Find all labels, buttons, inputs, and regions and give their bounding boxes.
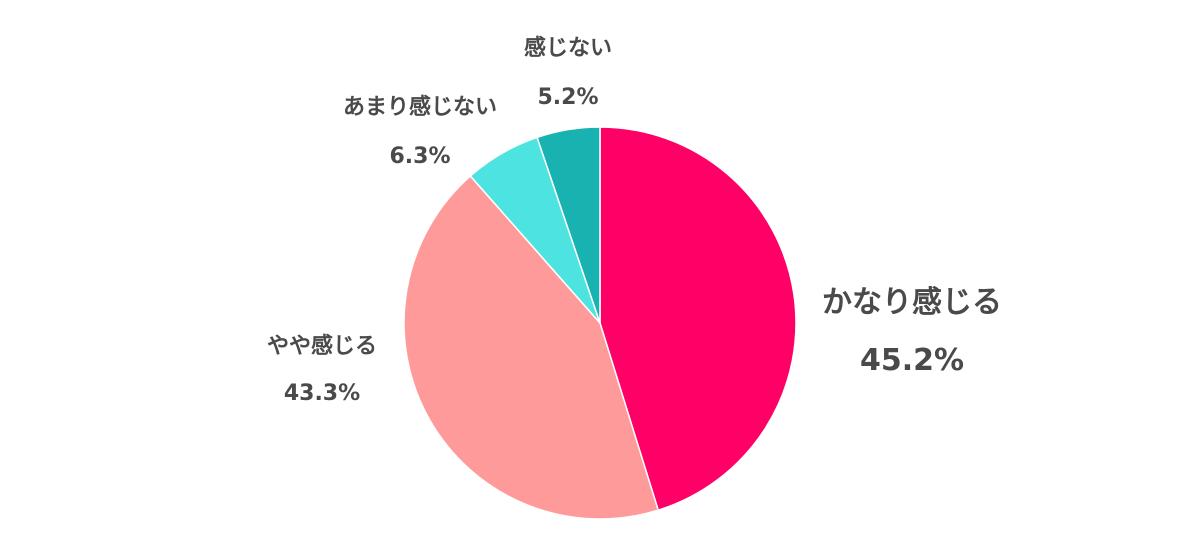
slice-label-yaya: やや感じる bbox=[267, 333, 377, 359]
pie-labels: かなり感じる 45.2% やや感じる 43.3% あまり感じない 6.3% 感じ… bbox=[267, 35, 1002, 406]
slice-label-kanjinai: 感じない bbox=[524, 35, 612, 61]
slice-value-kanjinai: 5.2% bbox=[537, 85, 598, 110]
slice-yaya bbox=[403, 174, 660, 520]
slice-label-amari: あまり感じない bbox=[343, 94, 497, 120]
slice-kanari bbox=[599, 126, 797, 512]
pie-slices bbox=[403, 126, 797, 520]
slice-value-kanari: 45.2% bbox=[860, 343, 964, 378]
slice-kanjinai bbox=[536, 126, 601, 324]
slice-value-amari: 6.3% bbox=[389, 144, 450, 169]
slice-label-kanari: かなり感じる bbox=[822, 285, 1002, 320]
slice-value-yaya: 43.3% bbox=[284, 381, 360, 406]
